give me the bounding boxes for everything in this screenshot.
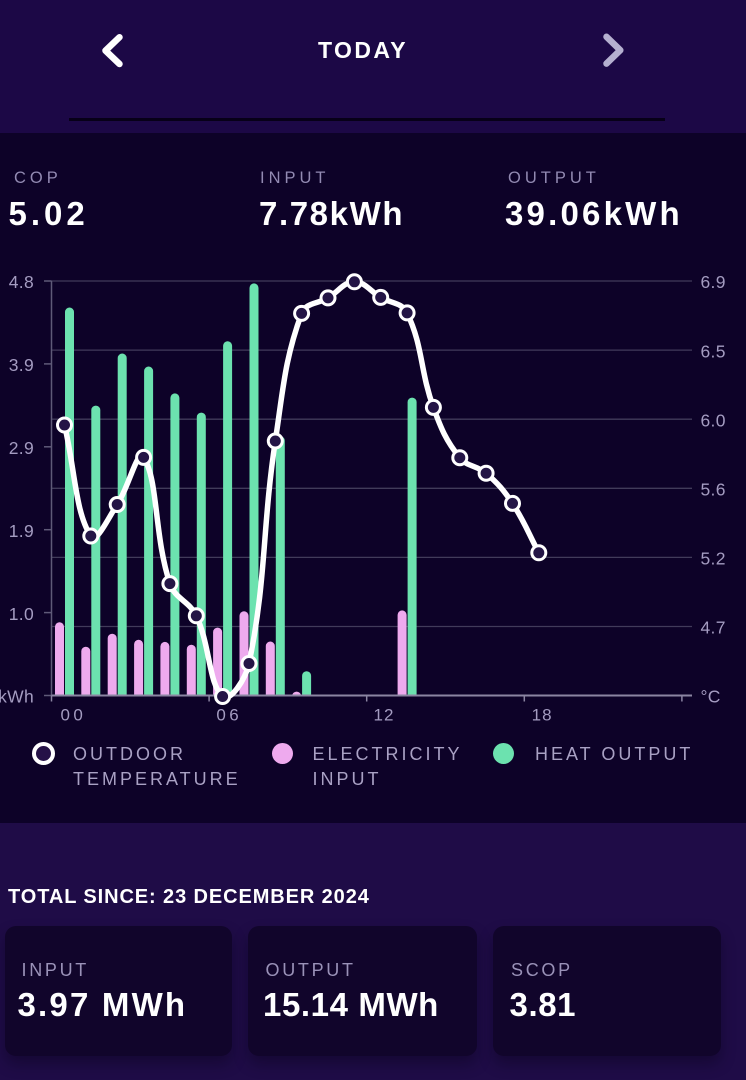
svg-text:1.0: 1.0 [9, 604, 34, 624]
svg-text:4.8: 4.8 [9, 272, 34, 292]
svg-text:kWh: kWh [0, 687, 34, 707]
svg-text:00: 00 [60, 706, 86, 725]
svg-text:6.5: 6.5 [701, 341, 726, 361]
svg-text:5.6: 5.6 [701, 480, 726, 500]
svg-text:12: 12 [374, 706, 395, 725]
svg-text:06: 06 [216, 706, 242, 725]
svg-text:2.9: 2.9 [9, 438, 34, 458]
svg-text:18: 18 [532, 706, 553, 725]
svg-text:4.7: 4.7 [701, 618, 726, 638]
svg-text:3.9: 3.9 [9, 355, 34, 375]
svg-text:1.9: 1.9 [9, 521, 34, 541]
svg-text:5.2: 5.2 [701, 549, 726, 569]
svg-text:°C: °C [701, 687, 721, 707]
svg-text:6.0: 6.0 [701, 410, 726, 430]
svg-text:6.9: 6.9 [701, 272, 726, 292]
